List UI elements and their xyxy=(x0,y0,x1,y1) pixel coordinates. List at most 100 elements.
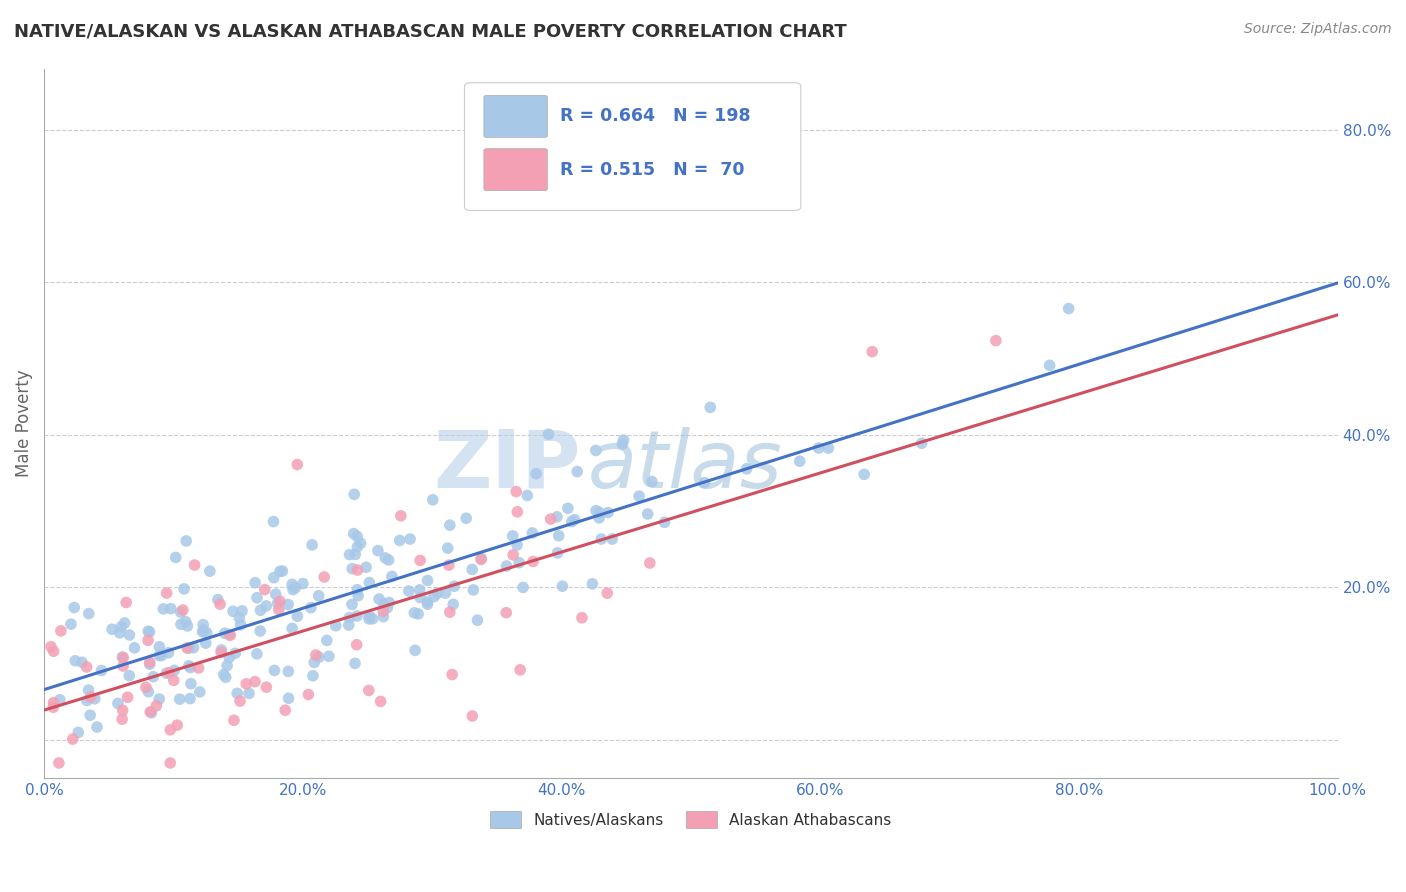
Point xyxy=(195,625,218,640)
Point xyxy=(150,648,173,663)
Point xyxy=(373,604,395,618)
Point xyxy=(115,595,138,609)
Point xyxy=(409,553,432,567)
Point xyxy=(215,670,238,684)
Point xyxy=(277,665,299,679)
Point xyxy=(628,489,651,503)
Point xyxy=(269,594,291,608)
Point xyxy=(581,577,603,591)
Point xyxy=(281,577,304,591)
Point xyxy=(174,615,197,629)
Point xyxy=(222,714,245,728)
Point xyxy=(374,550,396,565)
Point xyxy=(107,697,129,711)
Point xyxy=(567,465,589,479)
Point xyxy=(373,597,395,611)
Point xyxy=(304,656,326,670)
Point xyxy=(163,673,186,688)
Point xyxy=(39,640,62,654)
Point xyxy=(495,559,517,574)
Point xyxy=(346,638,368,652)
Point xyxy=(588,511,610,525)
Text: NATIVE/ALASKAN VS ALASKAN ATHABASCAN MALE POVERTY CORRELATION CHART: NATIVE/ALASKAN VS ALASKAN ATHABASCAN MAL… xyxy=(14,22,846,40)
Point xyxy=(325,619,347,633)
Point xyxy=(159,756,181,770)
Point xyxy=(49,692,72,706)
Point xyxy=(370,694,392,708)
Point xyxy=(222,604,245,618)
Point xyxy=(152,602,174,616)
Point xyxy=(231,604,253,618)
Point xyxy=(209,645,232,659)
Point xyxy=(291,576,314,591)
Point xyxy=(546,509,568,524)
Point xyxy=(506,505,529,519)
Point xyxy=(361,612,384,626)
Point xyxy=(522,526,544,541)
Point xyxy=(287,609,309,624)
Point xyxy=(505,484,527,499)
Point xyxy=(160,601,183,615)
Point xyxy=(502,548,524,562)
Point xyxy=(219,628,242,642)
Point xyxy=(62,732,84,747)
Point xyxy=(422,492,444,507)
Point xyxy=(101,622,124,636)
Point xyxy=(166,718,188,732)
Point xyxy=(136,624,159,639)
Point xyxy=(524,467,547,481)
Point xyxy=(281,582,304,597)
Point xyxy=(263,515,285,529)
Point xyxy=(416,574,439,588)
Point xyxy=(224,646,246,660)
Point xyxy=(277,598,299,612)
Point xyxy=(344,657,367,671)
Point xyxy=(339,610,361,624)
Point xyxy=(176,619,198,633)
Point xyxy=(59,617,82,632)
Point xyxy=(346,563,368,577)
Point xyxy=(155,666,177,681)
Point xyxy=(271,564,294,578)
Point xyxy=(502,529,524,543)
Point xyxy=(423,590,446,604)
Point xyxy=(318,649,340,664)
Point xyxy=(179,660,201,674)
Point xyxy=(388,533,411,548)
Point xyxy=(65,654,87,668)
Point xyxy=(117,690,139,705)
Point xyxy=(495,606,517,620)
Y-axis label: Male Poverty: Male Poverty xyxy=(15,369,32,477)
Point xyxy=(70,655,93,669)
Point xyxy=(470,552,492,566)
Point xyxy=(349,536,371,550)
Point xyxy=(461,562,484,576)
Point xyxy=(591,532,613,546)
Point xyxy=(344,548,367,562)
Point xyxy=(409,591,432,605)
Point xyxy=(654,516,676,530)
Point xyxy=(537,427,560,442)
Point xyxy=(156,586,179,600)
Text: Source: ZipAtlas.com: Source: ZipAtlas.com xyxy=(1244,22,1392,37)
Text: ZIP: ZIP xyxy=(433,427,581,505)
Point xyxy=(266,596,288,610)
Point xyxy=(467,613,489,627)
Point xyxy=(76,693,98,707)
Point xyxy=(111,712,134,726)
Point xyxy=(142,670,165,684)
Point xyxy=(561,515,583,529)
Point xyxy=(165,550,187,565)
Point xyxy=(399,532,422,546)
Point xyxy=(138,685,160,699)
Point xyxy=(339,548,361,562)
FancyBboxPatch shape xyxy=(464,83,801,211)
Point xyxy=(180,676,202,690)
Point xyxy=(145,698,167,713)
Point xyxy=(148,692,170,706)
Point xyxy=(389,508,412,523)
Point xyxy=(441,667,464,681)
Point xyxy=(177,641,200,656)
Point xyxy=(470,551,492,566)
Point xyxy=(49,624,72,638)
